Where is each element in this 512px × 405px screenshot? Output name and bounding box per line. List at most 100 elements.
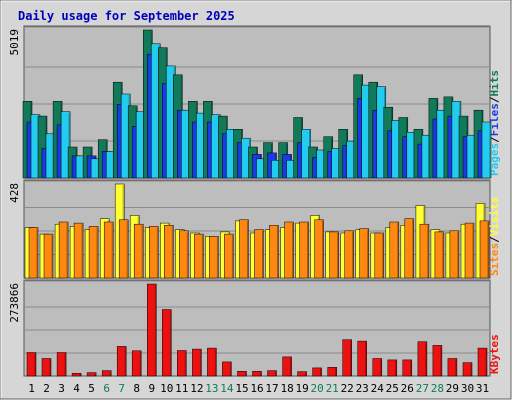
bar-sites-day-3 — [58, 221, 69, 279]
bar-kbytes-day-6 — [101, 370, 112, 377]
bar-kbytes-day-22 — [342, 339, 352, 377]
bar-sites-day-17 — [269, 225, 279, 279]
panel-max-label: 5019 — [8, 29, 21, 56]
visits-panel: 428 Sites/Visits — [8, 179, 501, 279]
bar-sites-day-27 — [419, 223, 430, 279]
x-axis-day-labels: 1 2 3 4 5 6 7 8 9 10 11 12 13 14 15 16 17 18 19 20 21 22 23 24 2… — [28, 382, 489, 395]
bar-sites-day-25 — [389, 221, 400, 279]
kbytes-panel: 273866 KBytes — [8, 279, 501, 377]
bars — [26, 283, 488, 377]
bar-sites-day-1 — [28, 227, 39, 279]
bar-kbytes-day-17 — [267, 370, 277, 377]
x-tick-label-day-11: 11 — [175, 382, 188, 395]
x-tick-label-day-29: 29 — [446, 382, 459, 395]
bar-sites-day-11 — [179, 230, 189, 279]
bar-sites-day-14 — [224, 233, 234, 279]
bar-kbytes-day-31 — [477, 347, 488, 377]
chart-title: Daily usage for September 2025 — [18, 9, 235, 23]
bar-sites-day-5 — [88, 226, 99, 279]
x-tick-label-day-1: 1 — [28, 382, 35, 395]
bar-kbytes-day-12 — [192, 348, 202, 377]
bar-kbytes-day-7 — [116, 346, 127, 377]
x-tick-label-day-10: 10 — [160, 382, 173, 395]
bar-kbytes-day-19 — [297, 371, 307, 377]
bar-kbytes-day-23 — [357, 340, 367, 377]
bar-sites-day-6 — [103, 221, 114, 279]
x-tick-label-day-21: 21 — [326, 382, 339, 395]
bar-kbytes-day-24 — [372, 358, 383, 377]
x-tick-label-day-3: 3 — [58, 382, 65, 395]
bar-sites-day-29 — [449, 230, 460, 279]
bar-kbytes-day-11 — [177, 350, 187, 377]
bar-sites-day-20 — [314, 219, 324, 279]
legend-entry: / — [488, 96, 501, 103]
bar-kbytes-day-14 — [222, 361, 232, 377]
x-tick-label-day-31: 31 — [476, 382, 489, 395]
bar-sites-day-31 — [479, 220, 490, 279]
bar-sites-day-19 — [299, 221, 309, 279]
x-tick-label-day-18: 18 — [280, 382, 293, 395]
bar-sites-day-10 — [164, 225, 174, 279]
bar-kbytes-day-3 — [56, 352, 67, 377]
x-tick-label-day-15: 15 — [235, 382, 248, 395]
x-tick-label-day-4: 4 — [73, 382, 80, 395]
bar-kbytes-day-13 — [207, 347, 217, 377]
panel-max-label: 428 — [8, 183, 21, 203]
bar-kbytes-day-27 — [417, 341, 428, 377]
x-tick-label-day-6: 6 — [103, 382, 110, 395]
bar-kbytes-day-2 — [41, 358, 52, 377]
bar-sites-day-13 — [209, 236, 219, 279]
bar-kbytes-day-18 — [282, 356, 292, 377]
bar-kbytes-day-28 — [432, 345, 443, 377]
bar-sites-day-28 — [434, 231, 445, 279]
x-tick-label-day-20: 20 — [310, 382, 323, 395]
bar-sites-day-30 — [464, 222, 475, 279]
x-tick-label-day-25: 25 — [386, 382, 399, 395]
bar-sites-day-2 — [43, 233, 54, 279]
x-tick-label-day-8: 8 — [133, 382, 140, 395]
bar-sites-day-22 — [344, 230, 354, 279]
x-tick-label-day-30: 30 — [461, 382, 474, 395]
bar-pages-day-3 — [60, 111, 71, 179]
panel-legend: Sites/Visits — [488, 197, 501, 277]
bar-pages-day-31 — [481, 121, 492, 179]
bar-sites-day-26 — [404, 218, 415, 279]
x-tick-label-day-19: 19 — [295, 382, 308, 395]
bar-sites-day-23 — [359, 228, 369, 279]
bars — [22, 29, 492, 179]
bar-sites-day-15 — [239, 219, 249, 279]
bar-sites-day-18 — [284, 221, 294, 279]
x-tick-label-day-12: 12 — [190, 382, 203, 395]
bar-kbytes-day-30 — [462, 362, 473, 377]
bar-kbytes-day-29 — [447, 358, 458, 377]
bar-kbytes-day-4 — [71, 373, 82, 377]
x-tick-label-day-28: 28 — [431, 382, 444, 395]
bar-kbytes-day-25 — [387, 359, 398, 377]
bar-sites-day-12 — [194, 233, 204, 279]
bar-kbytes-day-21 — [327, 367, 337, 377]
x-tick-label-day-22: 22 — [341, 382, 354, 395]
legend-entry: KBytes — [488, 334, 501, 374]
bar-sites-day-16 — [254, 229, 264, 279]
bar-kbytes-day-9 — [147, 283, 157, 377]
x-tick-label-day-24: 24 — [371, 382, 385, 395]
bar-kbytes-day-15 — [237, 371, 247, 377]
x-tick-label-day-13: 13 — [205, 382, 218, 395]
bar-kbytes-day-1 — [26, 352, 37, 377]
plot-area — [23, 279, 491, 377]
bar-sites-day-8 — [133, 223, 144, 279]
bar-kbytes-day-20 — [312, 367, 322, 377]
legend-entry: / — [488, 236, 501, 243]
x-tick-label-day-2: 2 — [43, 382, 50, 395]
x-tick-label-day-7: 7 — [118, 382, 125, 395]
x-tick-label-day-5: 5 — [88, 382, 95, 395]
x-tick-label-day-14: 14 — [220, 382, 234, 395]
panel-max-label: 273866 — [8, 283, 21, 323]
bar-kbytes-day-10 — [162, 309, 172, 377]
bar-sites-day-24 — [374, 232, 385, 279]
bar-sites-day-7 — [118, 219, 129, 279]
